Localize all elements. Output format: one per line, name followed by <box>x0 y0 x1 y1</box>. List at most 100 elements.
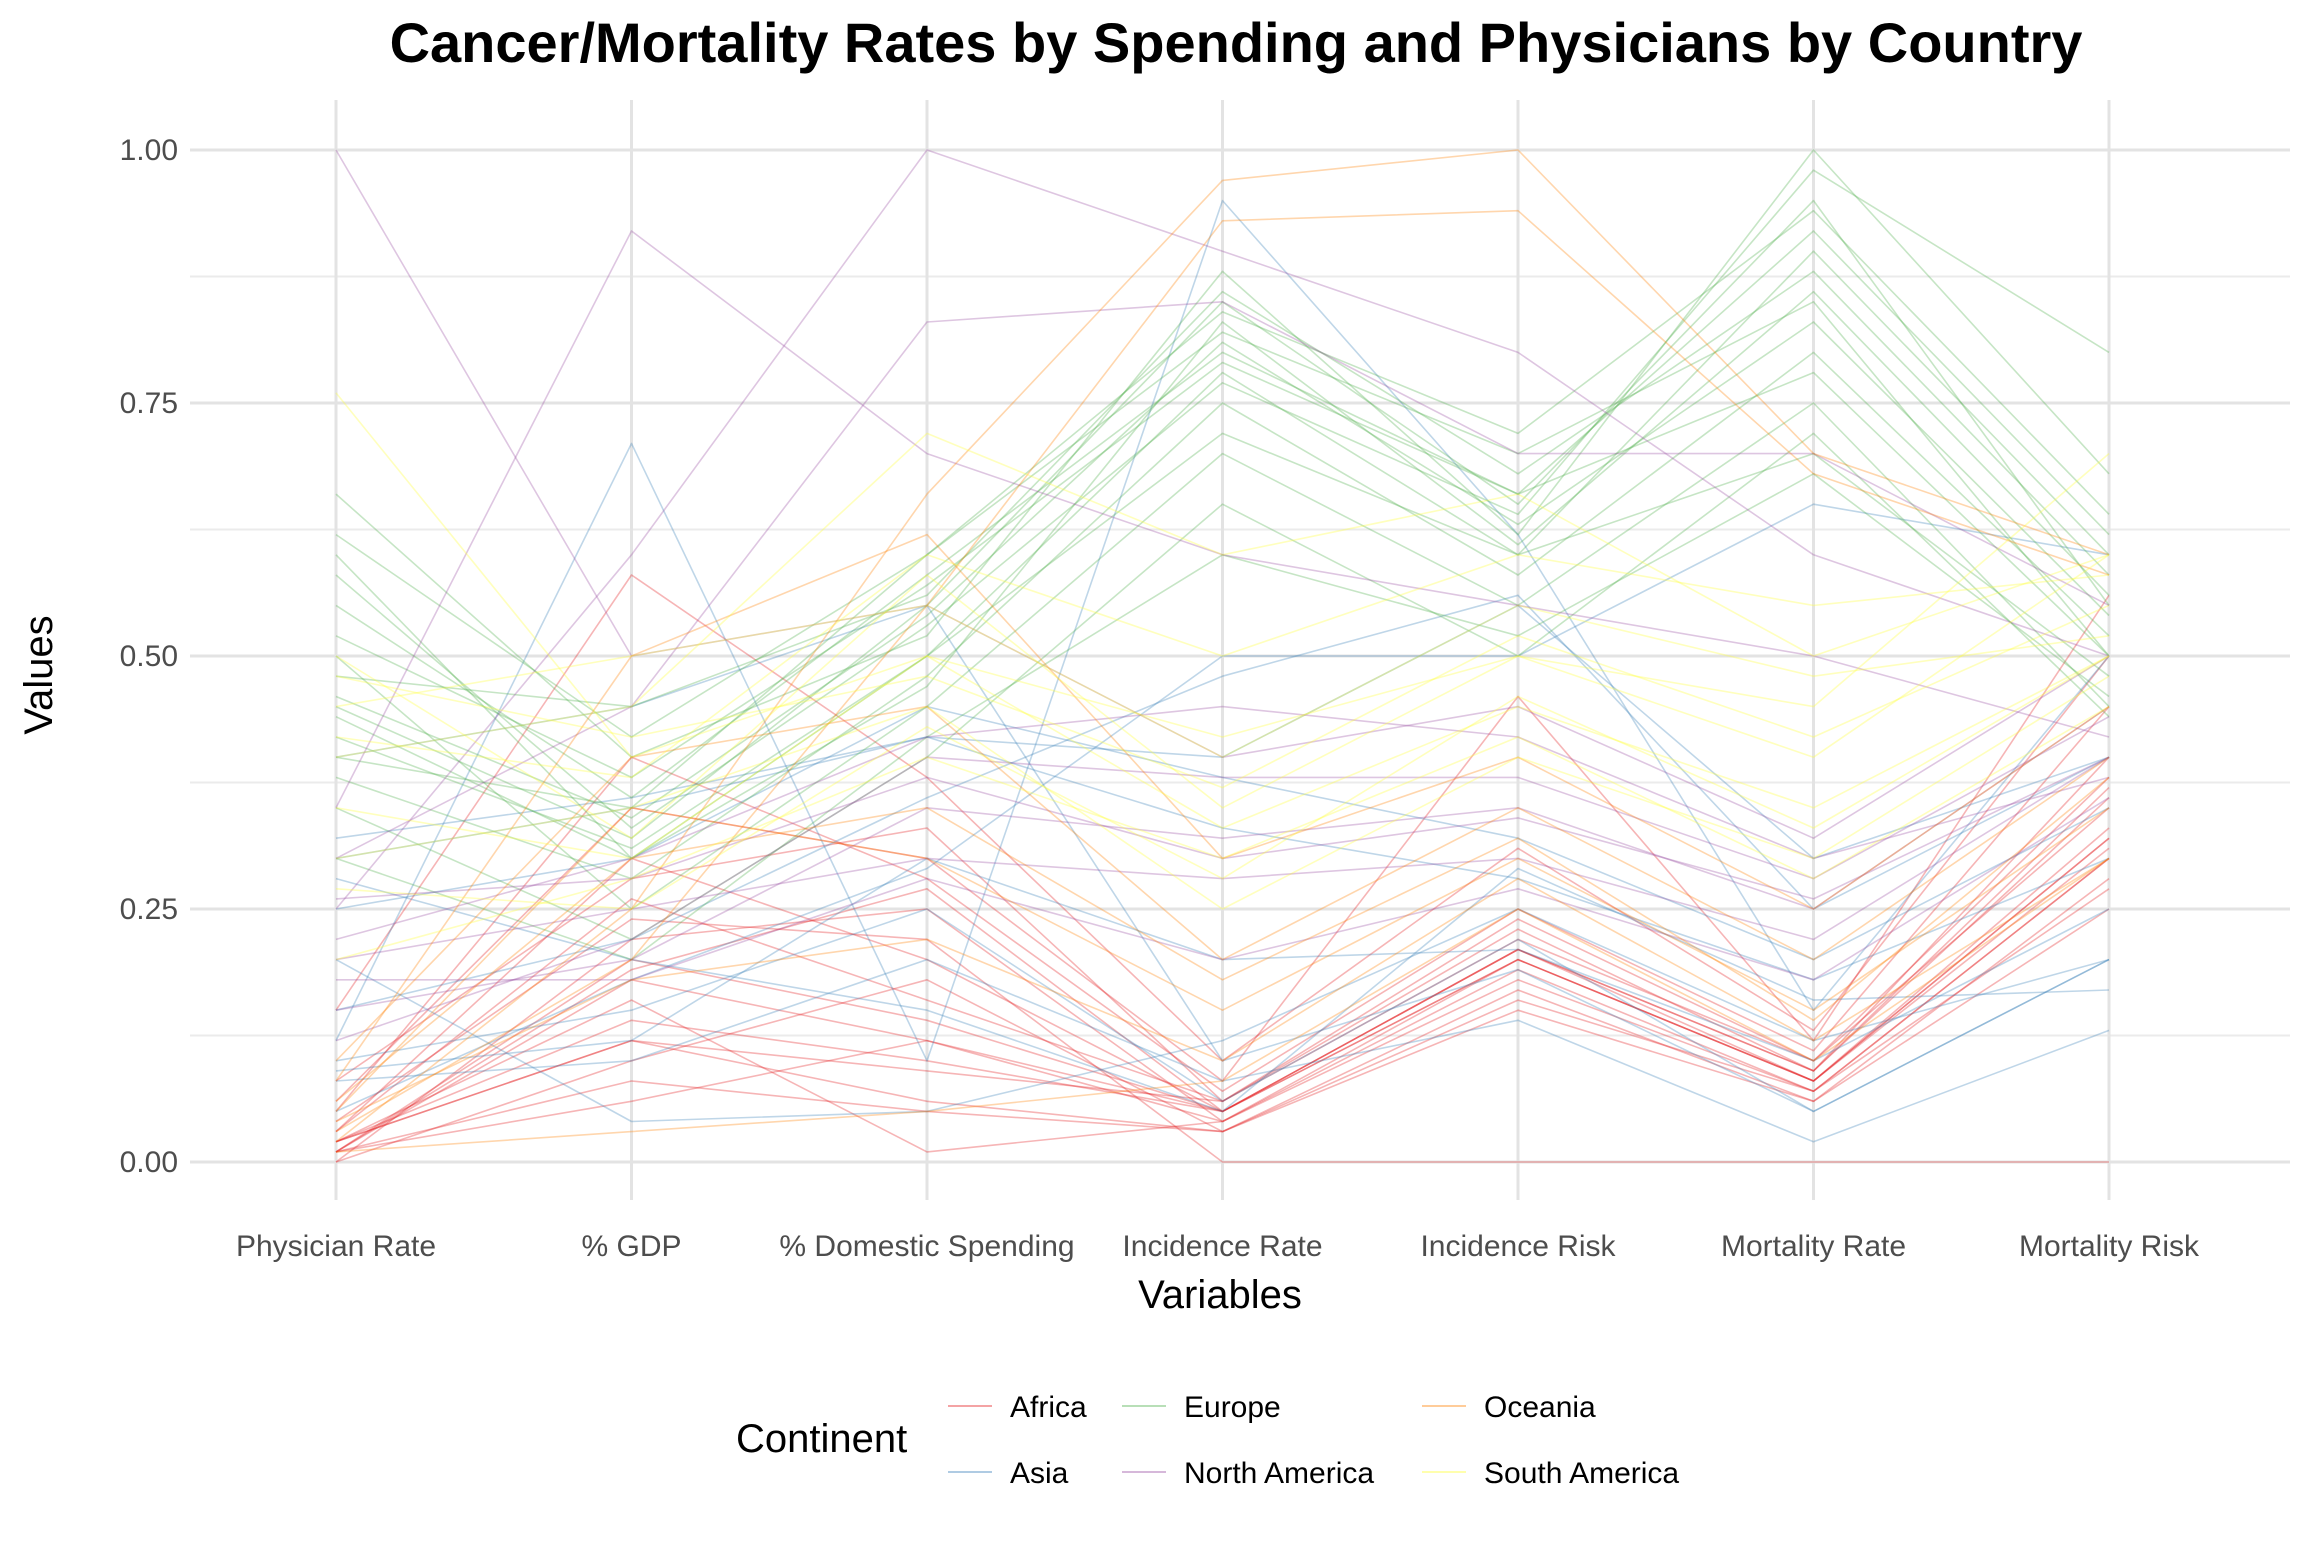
series-line-asia <box>335 503 2110 1113</box>
series-line-north-america <box>335 149 2110 910</box>
series-line-asia <box>335 958 2110 1143</box>
series-line-africa <box>335 847 2110 1153</box>
series-line-europe <box>335 199 2110 840</box>
series-line-europe <box>335 270 2110 708</box>
series-line-africa <box>335 877 2110 1153</box>
series-line-north-america <box>335 300 2110 860</box>
y-tick-label: 0.75 <box>120 387 178 420</box>
series-line-south-america <box>335 554 2110 840</box>
legend-label: North America <box>1184 1457 1374 1490</box>
legend-label: Oceania <box>1484 1391 1596 1424</box>
series-line-africa <box>335 837 2110 1153</box>
x-tick-label: Mortality Rate <box>1721 1230 1906 1263</box>
legend-entries: Africa Asia Europe North America Oceania Sout… <box>948 1391 1679 1490</box>
series-line-oceania <box>335 533 2110 1082</box>
legend-title: Continent <box>736 1417 907 1461</box>
series-line-africa <box>335 837 2110 1153</box>
series-line-europe <box>335 209 2110 738</box>
series-line-africa <box>335 908 2110 1163</box>
x-tick-label: % Domestic Spending <box>779 1230 1074 1263</box>
series-line-south-america <box>335 392 2110 759</box>
chart-title: Cancer/Mortality Rates by Spending and P… <box>390 11 2083 74</box>
series-line-asia <box>335 908 2110 1123</box>
series-line-south-america <box>335 655 2110 910</box>
series-lines <box>335 149 2110 1163</box>
y-axis-label: Values <box>17 615 61 734</box>
series-line-asia <box>335 736 2110 981</box>
series-line-south-america <box>335 705 2110 961</box>
series-line-oceania <box>335 209 2110 1133</box>
series-line-asia <box>335 199 2110 1062</box>
series-line-north-america <box>335 230 2110 809</box>
grid-layer <box>190 100 2290 1200</box>
series-line-africa <box>335 706 2110 1112</box>
legend-label: Africa <box>1010 1391 1087 1424</box>
series-line-south-america <box>335 604 2110 789</box>
series-line-north-america <box>335 149 2110 840</box>
series-line-asia <box>335 867 2110 1113</box>
series-line-europe <box>335 321 2110 819</box>
series-line-africa <box>335 827 2110 1153</box>
series-line-asia <box>335 857 2110 1072</box>
y-tick-label: 0.00 <box>120 1146 178 1179</box>
series-line-oceania <box>335 806 2110 1112</box>
legend: Continent Africa Asia Europe North America O… <box>736 1391 1679 1490</box>
series-line-oceania <box>335 776 2110 1102</box>
series-line-europe <box>335 250 2110 860</box>
series-line-asia <box>335 604 2110 1113</box>
x-tick-label: Incidence Rate <box>1122 1230 1322 1263</box>
series-line-africa <box>335 918 2109 1163</box>
series-line-north-america <box>335 756 2110 961</box>
x-axis-label: Variables <box>1138 1273 1302 1317</box>
series-line-africa <box>335 787 2110 1133</box>
x-tick-label: Mortality Risk <box>2019 1230 2200 1263</box>
axis-tick-labels: 0.00 0.25 0.50 0.75 1.00 Physician Rate % GDP%… <box>120 134 2200 1263</box>
series-line-africa <box>335 594 2110 1102</box>
series-line-europe <box>335 472 2110 961</box>
series-line-europe <box>335 351 2110 880</box>
series-line-south-america <box>335 655 2110 860</box>
y-tick-label: 0.50 <box>120 640 178 673</box>
y-tick-label: 1.00 <box>120 134 178 167</box>
series-line-south-america <box>335 553 2110 779</box>
series-line-africa <box>335 776 2110 1103</box>
series-line-north-america <box>335 756 2110 900</box>
series-line-europe <box>335 149 2110 759</box>
series-line-south-america <box>335 604 2110 759</box>
series-line-europe <box>335 300 2110 809</box>
series-line-europe <box>335 290 2110 860</box>
series-line-oceania <box>335 857 2110 1153</box>
series-line-africa <box>335 797 2110 1143</box>
y-tick-label: 0.25 <box>120 893 178 926</box>
series-line-south-america <box>335 432 2110 758</box>
series-line-south-america <box>335 675 2110 910</box>
series-line-north-america <box>335 705 2110 1011</box>
series-line-africa <box>335 857 2110 1163</box>
series-line-asia <box>335 594 2110 1011</box>
series-line-europe <box>335 169 2110 829</box>
series-line-north-america <box>335 705 2110 941</box>
series-line-oceania <box>335 857 2110 1123</box>
series-line-north-america <box>336 797 2110 981</box>
x-tick-label: Incidence Risk <box>1420 1230 1616 1263</box>
series-line-oceania <box>335 705 2110 1062</box>
series-line-europe <box>335 432 2110 850</box>
x-tick-label: % GDP <box>581 1230 681 1263</box>
series-line-europe <box>335 361 2110 779</box>
series-line-africa <box>335 574 2110 1062</box>
series-line-north-america <box>335 715 2110 1042</box>
series-line-africa <box>335 756 2110 1133</box>
series-line-africa <box>335 807 2110 1143</box>
series-line-africa <box>335 888 2110 1143</box>
series-line-asia <box>335 908 2110 1113</box>
series-line-europe <box>335 432 2110 941</box>
series-line-asia <box>335 604 2110 860</box>
series-line-europe <box>335 402 2110 910</box>
series-line-asia <box>335 705 2110 961</box>
legend-label: Europe <box>1184 1391 1281 1424</box>
series-line-oceania <box>335 149 2110 1143</box>
legend-label: Asia <box>1010 1457 1069 1490</box>
x-tick-label: Physician Rate <box>236 1230 436 1263</box>
